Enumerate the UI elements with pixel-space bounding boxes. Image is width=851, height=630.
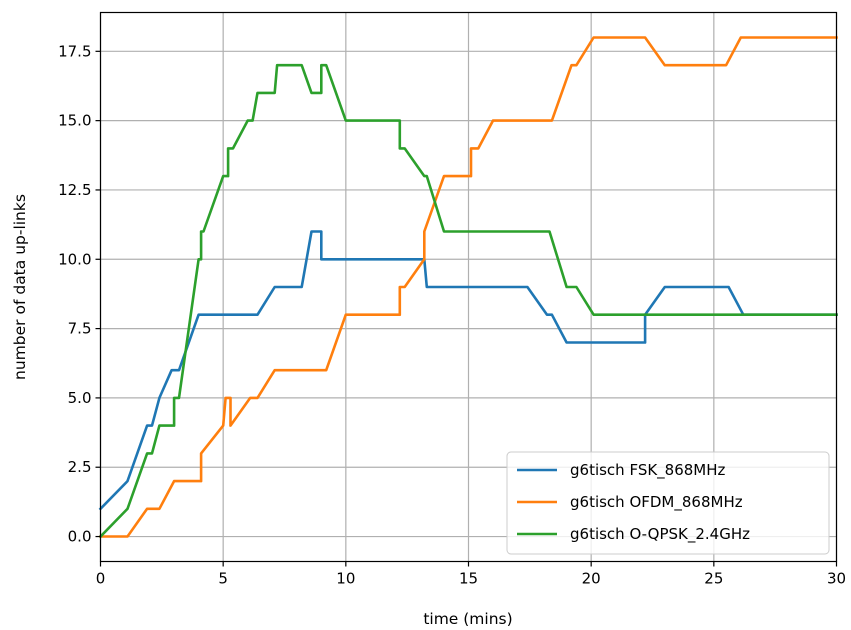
series-line-2 xyxy=(99,36,838,538)
gridlines xyxy=(99,12,838,562)
y-tick-label: 10.0 xyxy=(58,250,91,268)
series-line-3 xyxy=(98,63,838,539)
legend-label: g6tisch OFDM_868MHz xyxy=(570,493,743,512)
x-tick-label: 10 xyxy=(336,570,355,588)
y-axis-label: number of data up-links xyxy=(11,194,29,380)
x-tick-label: 25 xyxy=(704,570,723,588)
legend-label: g6tisch FSK_868MHz xyxy=(570,461,726,480)
x-tick-label: 30 xyxy=(827,570,846,588)
legend-box xyxy=(506,451,830,555)
series-lines xyxy=(98,36,838,539)
y-tick-label: 5.0 xyxy=(68,389,92,407)
legend-label: g6tisch O-QPSK_2.4GHz xyxy=(570,525,750,544)
y-tick-label: 0.0 xyxy=(68,528,92,546)
series-line-1 xyxy=(98,230,838,511)
x-tick-label: 0 xyxy=(96,570,106,588)
x-tick-label: 20 xyxy=(582,570,601,588)
y-tick-label: 17.5 xyxy=(58,42,91,60)
axis-ticks xyxy=(95,50,838,567)
x-tick-label: 5 xyxy=(218,570,228,588)
x-axis-label: time (mins) xyxy=(423,610,512,628)
x-tick-label: 15 xyxy=(459,570,478,588)
y-tick-label: 7.5 xyxy=(68,320,92,338)
y-tick-label: 2.5 xyxy=(68,458,92,476)
axis-tick-labels: 0 5 10 15 20 25 30 0.0 2.5 5.0 7.5 10.0 12.5 15.0 17.5 xyxy=(58,42,846,587)
y-tick-label: 15.0 xyxy=(58,112,91,130)
y-tick-label: 12.5 xyxy=(58,181,91,199)
legend: g6tisch FSK_868MHz g6tisch OFDM_868MHz g6t… xyxy=(506,451,830,555)
